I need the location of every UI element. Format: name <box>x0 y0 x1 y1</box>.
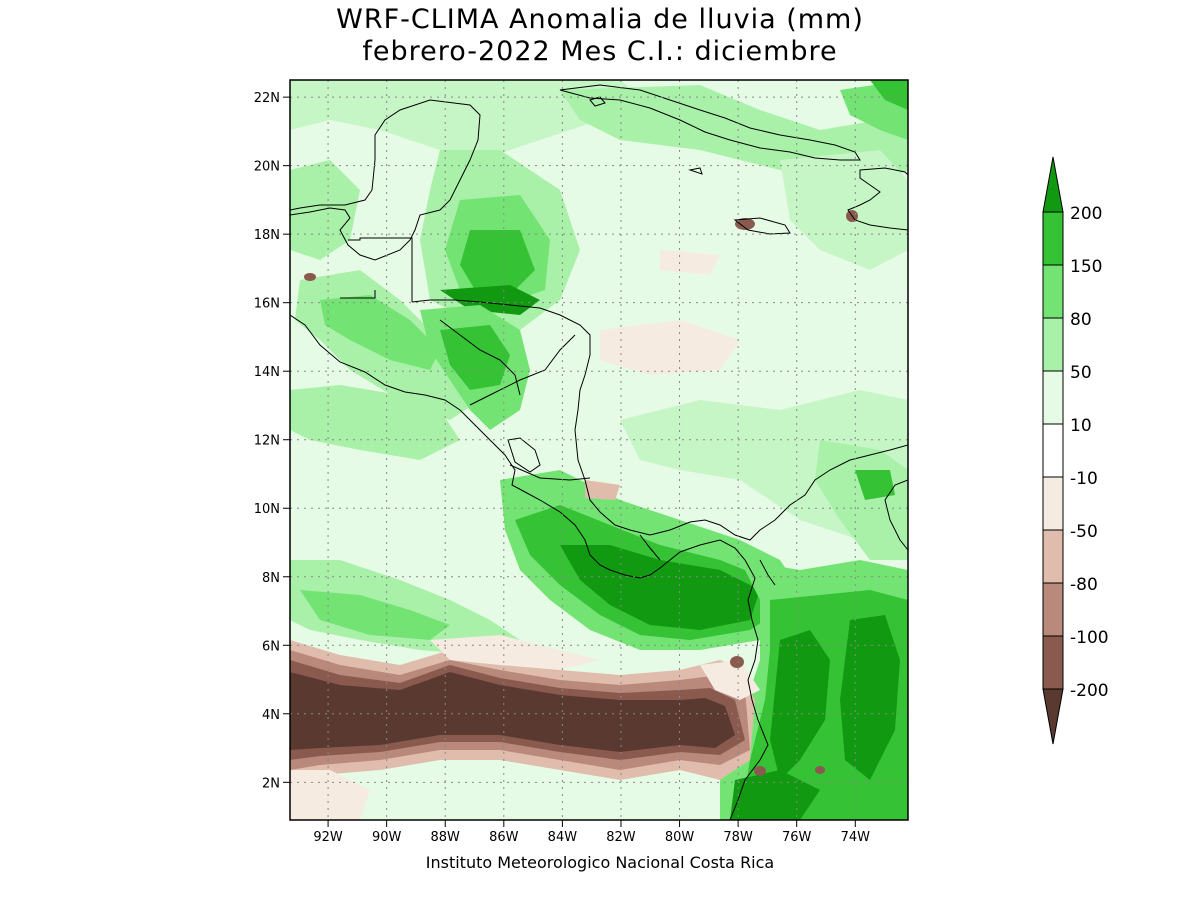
lon-tick-label: 76W <box>782 830 812 845</box>
lon-tick-label: 74W <box>841 830 871 845</box>
lat-tick-label: 8N <box>262 571 280 586</box>
colorbar-legend: 200 150 80 50 10 -10 -50 -80 -100 -200 <box>1042 156 1109 745</box>
lat-tick-label: 22N <box>254 91 280 106</box>
map-axes: 92W 90W 88W 86W 84W 82W 80W 78W 76W 74W 2N 4N 6N 8N 10… <box>254 91 870 845</box>
colorbar-swatch <box>1043 265 1063 318</box>
colorbar-swatch <box>1043 636 1063 689</box>
lon-tick-label: 86W <box>489 830 519 845</box>
lon-tick-label: 82W <box>606 830 636 845</box>
colorbar-swatch <box>1043 424 1063 477</box>
map-frame <box>289 79 909 821</box>
colorbar-label: -200 <box>1070 681 1109 701</box>
anomaly-field <box>290 80 908 820</box>
lat-tick-label: 2N <box>262 776 280 791</box>
lon-tick-label: 92W <box>313 830 343 845</box>
lon-tick-label: 84W <box>548 830 578 845</box>
lon-tick-label: 90W <box>372 830 402 845</box>
colorbar-swatch <box>1043 371 1063 424</box>
lat-tick-label: 16N <box>254 297 280 312</box>
colorbar-label: 200 <box>1070 204 1102 224</box>
colorbar-swatch <box>1043 212 1063 265</box>
colorbar-label: 10 <box>1070 416 1092 436</box>
colorbar-swatch <box>1043 477 1063 530</box>
colorbar-swatch <box>1043 530 1063 583</box>
lon-tick-label: 88W <box>431 830 461 845</box>
lat-tick-label: 6N <box>262 639 280 654</box>
lat-tick-label: 20N <box>254 160 280 175</box>
lat-tick-label: 12N <box>254 434 280 449</box>
lat-tick-label: 14N <box>254 365 280 380</box>
lat-tick-label: 18N <box>254 228 280 243</box>
colorbar-top-arrow <box>1042 156 1064 213</box>
colorbar-label: 150 <box>1070 257 1102 277</box>
coastlines <box>290 84 908 820</box>
colorbar-label: 80 <box>1070 310 1092 330</box>
colorbar-label: -50 <box>1070 522 1098 542</box>
lat-tick-label: 4N <box>262 708 280 723</box>
map-title-line1: WRF-CLIMA Anomalia de lluvia (mm) <box>336 4 864 35</box>
lat-tick-label: 10N <box>254 502 280 517</box>
colorbar-label: -10 <box>1070 469 1098 489</box>
colorbar-label: 50 <box>1070 363 1092 383</box>
colorbar-swatch <box>1043 583 1063 636</box>
map-title-line2: febrero-2022 Mes C.I.: diciembre <box>362 36 838 67</box>
colorbar-swatch <box>1043 318 1063 371</box>
colorbar-label: -100 <box>1070 628 1109 648</box>
lon-tick-label: 80W <box>665 830 695 845</box>
graticule <box>290 80 908 820</box>
colorbar-label: -80 <box>1070 575 1098 595</box>
lon-tick-label: 78W <box>723 830 753 845</box>
colorbar-bottom-arrow <box>1042 688 1064 745</box>
credit-text: Instituto Meteorologico Nacional Costa R… <box>425 853 775 872</box>
